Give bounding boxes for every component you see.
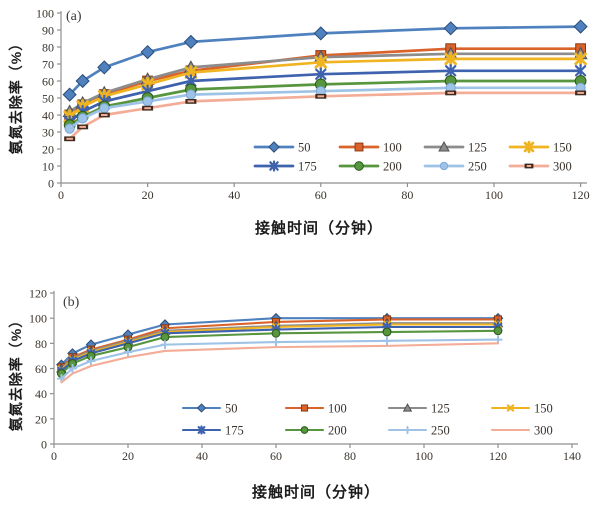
svg-text:100: 100 bbox=[383, 141, 402, 155]
svg-text:120: 120 bbox=[572, 188, 590, 202]
svg-text:0: 0 bbox=[58, 188, 64, 202]
svg-text:100: 100 bbox=[29, 312, 47, 326]
svg-text:200: 200 bbox=[383, 160, 402, 174]
chart-a: 0 20 40 60 80 100 120 0 10 20 30 40 50 60 70 80 90 100 50 1… bbox=[36, 7, 590, 202]
svg-text:60: 60 bbox=[35, 362, 47, 376]
svg-text:200: 200 bbox=[328, 424, 347, 438]
svg-text:80: 80 bbox=[35, 337, 47, 351]
chart-b: 0 20 40 60 80 100 120 140 0 20 40 60 80 100 120 50 100 12… bbox=[29, 287, 581, 463]
svg-text:300: 300 bbox=[534, 424, 553, 438]
svg-text:70: 70 bbox=[42, 58, 54, 72]
svg-text:150: 150 bbox=[553, 141, 572, 155]
svg-text:125: 125 bbox=[468, 141, 487, 155]
svg-text:250: 250 bbox=[468, 160, 487, 174]
svg-text:120: 120 bbox=[489, 449, 507, 463]
panel-b-label: (b) bbox=[63, 295, 80, 310]
svg-text:250: 250 bbox=[431, 424, 450, 438]
svg-text:40: 40 bbox=[228, 188, 240, 202]
svg-text:300: 300 bbox=[553, 160, 572, 174]
svg-text:100: 100 bbox=[415, 449, 433, 463]
svg-text:20: 20 bbox=[35, 412, 47, 426]
svg-text:100: 100 bbox=[485, 188, 503, 202]
svg-text:120: 120 bbox=[29, 287, 47, 301]
svg-text:40: 40 bbox=[196, 449, 208, 463]
svg-text:100: 100 bbox=[36, 7, 54, 21]
panel-a-label: (a) bbox=[66, 9, 82, 24]
svg-text:100: 100 bbox=[328, 402, 347, 416]
svg-text:80: 80 bbox=[42, 41, 54, 55]
legend-a: 50 100 125 150 175 200 250 300 bbox=[253, 141, 572, 174]
svg-text:0: 0 bbox=[48, 177, 54, 191]
legend-b: 50 100 125 150 175 200 250 300 bbox=[181, 402, 553, 438]
svg-text:125: 125 bbox=[431, 402, 450, 416]
svg-text:90: 90 bbox=[42, 24, 54, 38]
svg-text:150: 150 bbox=[534, 402, 553, 416]
svg-text:80: 80 bbox=[344, 449, 356, 463]
svg-text:80: 80 bbox=[401, 188, 413, 202]
svg-text:50: 50 bbox=[298, 141, 311, 155]
chart-a-xaxis-title: 接触时间（分钟） bbox=[254, 220, 383, 237]
svg-text:50: 50 bbox=[42, 92, 54, 106]
svg-text:140: 140 bbox=[563, 449, 581, 463]
svg-text:20: 20 bbox=[142, 188, 154, 202]
svg-text:40: 40 bbox=[42, 109, 54, 123]
svg-text:60: 60 bbox=[270, 449, 282, 463]
svg-text:40: 40 bbox=[35, 387, 47, 401]
svg-text:30: 30 bbox=[42, 126, 54, 140]
chart-a-yaxis-title: 氨氮去除率（%） bbox=[8, 35, 24, 155]
svg-text:0: 0 bbox=[51, 449, 57, 463]
chart-b-yaxis-title: 氨氮去除率（%） bbox=[8, 312, 24, 432]
svg-text:60: 60 bbox=[42, 75, 54, 89]
chart-b-xaxis-title: 接触时间（分钟） bbox=[251, 484, 380, 501]
svg-text:175: 175 bbox=[225, 424, 244, 438]
svg-text:50: 50 bbox=[225, 402, 238, 416]
svg-text:20: 20 bbox=[122, 449, 134, 463]
svg-text:175: 175 bbox=[298, 160, 317, 174]
svg-text:20: 20 bbox=[42, 143, 54, 157]
svg-text:10: 10 bbox=[42, 160, 54, 174]
svg-text:60: 60 bbox=[315, 188, 327, 202]
svg-text:0: 0 bbox=[41, 438, 47, 452]
